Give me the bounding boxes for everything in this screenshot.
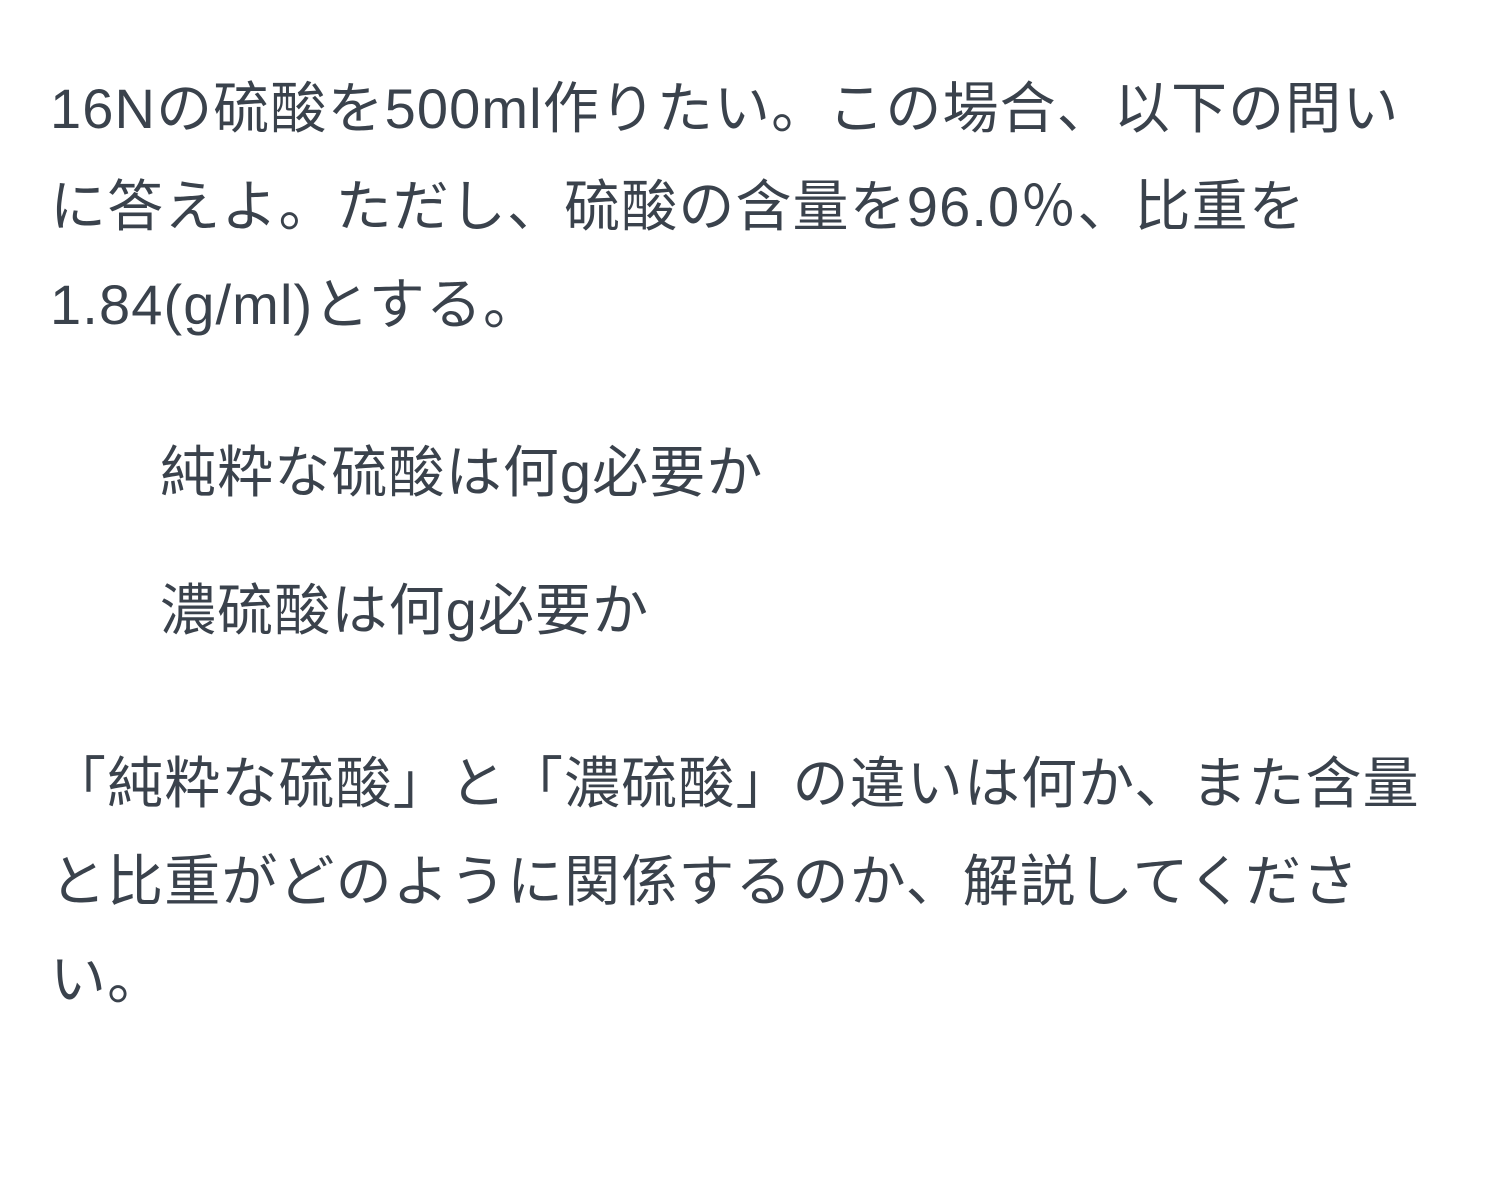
problem-statement: 16Nの硫酸を500ml作りたい。この場合、以下の問いに答えよ。ただし、硫酸の含… xyxy=(50,60,1450,354)
sub-questions-block: 純粋な硫酸は何g必要か 濃硫酸は何g必要か xyxy=(50,424,1450,660)
sub-question-1: 純粋な硫酸は何g必要か xyxy=(50,424,1450,522)
sub-question-2: 濃硫酸は何g必要か xyxy=(50,562,1450,660)
explanation-request: 「純粋な硫酸」と「濃硫酸」の違いは何か、また含量と比重がどのように関係するのか、… xyxy=(50,735,1450,1029)
